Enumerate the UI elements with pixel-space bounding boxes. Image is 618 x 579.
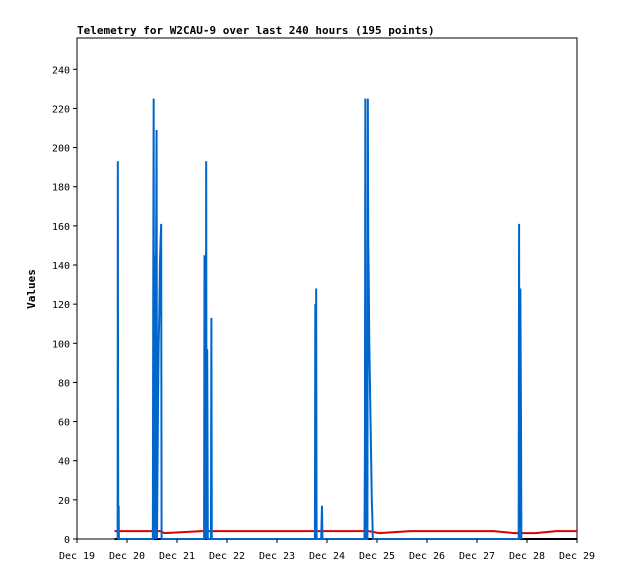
y-tick-label: 40 <box>58 457 70 468</box>
x-tick-label: Dec 22 <box>209 551 245 562</box>
y-tick-label: 100 <box>52 339 70 350</box>
x-axis: Dec 19 Dec 20 Dec 21 Dec 22 Dec 23 Dec 24 Dec … <box>59 539 595 562</box>
x-tick-label: Dec 19 <box>59 551 95 562</box>
x-tick-label: Dec 21 <box>159 551 195 562</box>
y-tick-label: 240 <box>52 65 70 76</box>
series-line-0 <box>116 98 523 540</box>
chart-title: Telemetry for W2CAU-9 over last 240 hour… <box>77 24 435 37</box>
y-tick-label: 80 <box>58 378 70 389</box>
x-tick-label: Dec 23 <box>259 551 295 562</box>
x-tick-label: Dec 26 <box>409 551 445 562</box>
x-tick-label: Dec 25 <box>359 551 395 562</box>
x-tick-label: Dec 24 <box>309 551 345 562</box>
y-tick-label: 220 <box>52 104 70 115</box>
x-tick-label: Dec 20 <box>109 551 145 562</box>
x-tick-label: Dec 29 <box>559 551 595 562</box>
y-tick-label: 0 <box>64 535 70 546</box>
x-tick-label: Dec 28 <box>509 551 545 562</box>
y-tick-label: 60 <box>58 418 70 429</box>
y-tick-label: 120 <box>52 300 70 311</box>
x-tick-label: Dec 27 <box>459 551 495 562</box>
y-tick-label: 160 <box>52 222 70 233</box>
y-tick-label: 20 <box>58 496 70 507</box>
y-tick-label: 200 <box>52 144 70 155</box>
series-line-1 <box>114 530 577 535</box>
y-tick-label: 140 <box>52 261 70 272</box>
series-layer <box>114 98 577 540</box>
y-axis: 0 20 40 60 80 100 120 140 160 180 200 220 240 <box>52 65 77 546</box>
y-tick-label: 180 <box>52 183 70 194</box>
y-axis-label: Values <box>25 269 38 309</box>
